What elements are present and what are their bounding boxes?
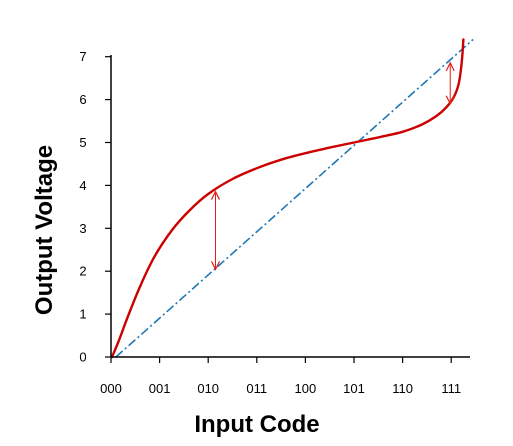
y-tick-label: 5 (79, 135, 86, 150)
x-tick-label: 010 (197, 381, 219, 396)
y-tick-label: 3 (79, 221, 86, 236)
y-tick-label: 7 (79, 49, 86, 64)
x-tick-label: 000 (100, 381, 122, 396)
y-axis-title: Output Voltage (31, 145, 58, 315)
actual-transfer-curve (110, 38, 465, 359)
x-tick-label: 011 (246, 381, 267, 396)
y-tick-label: 4 (79, 178, 86, 193)
x-tick-label: 110 (392, 381, 413, 396)
x-tick-label: 111 (441, 381, 461, 396)
y-tick-label: 0 (79, 350, 86, 365)
x-tick-label: 100 (295, 381, 317, 396)
series-layer (110, 38, 474, 359)
x-axis-title: Input Code (194, 411, 319, 438)
y-tick-label: 1 (79, 307, 86, 322)
y-tick-label: 2 (79, 264, 86, 279)
annotation-layer (215, 63, 450, 269)
y-tick-label: 6 (79, 92, 86, 107)
ideal-transfer-line (115, 38, 474, 358)
x-tick-label: 101 (343, 381, 365, 396)
x-axis-ticks: 000 001 010 011 100 101 110 111 (100, 357, 461, 396)
y-axis-ticks: 0 1 2 3 4 5 6 7 (79, 49, 111, 365)
x-tick-label: 001 (149, 381, 171, 396)
